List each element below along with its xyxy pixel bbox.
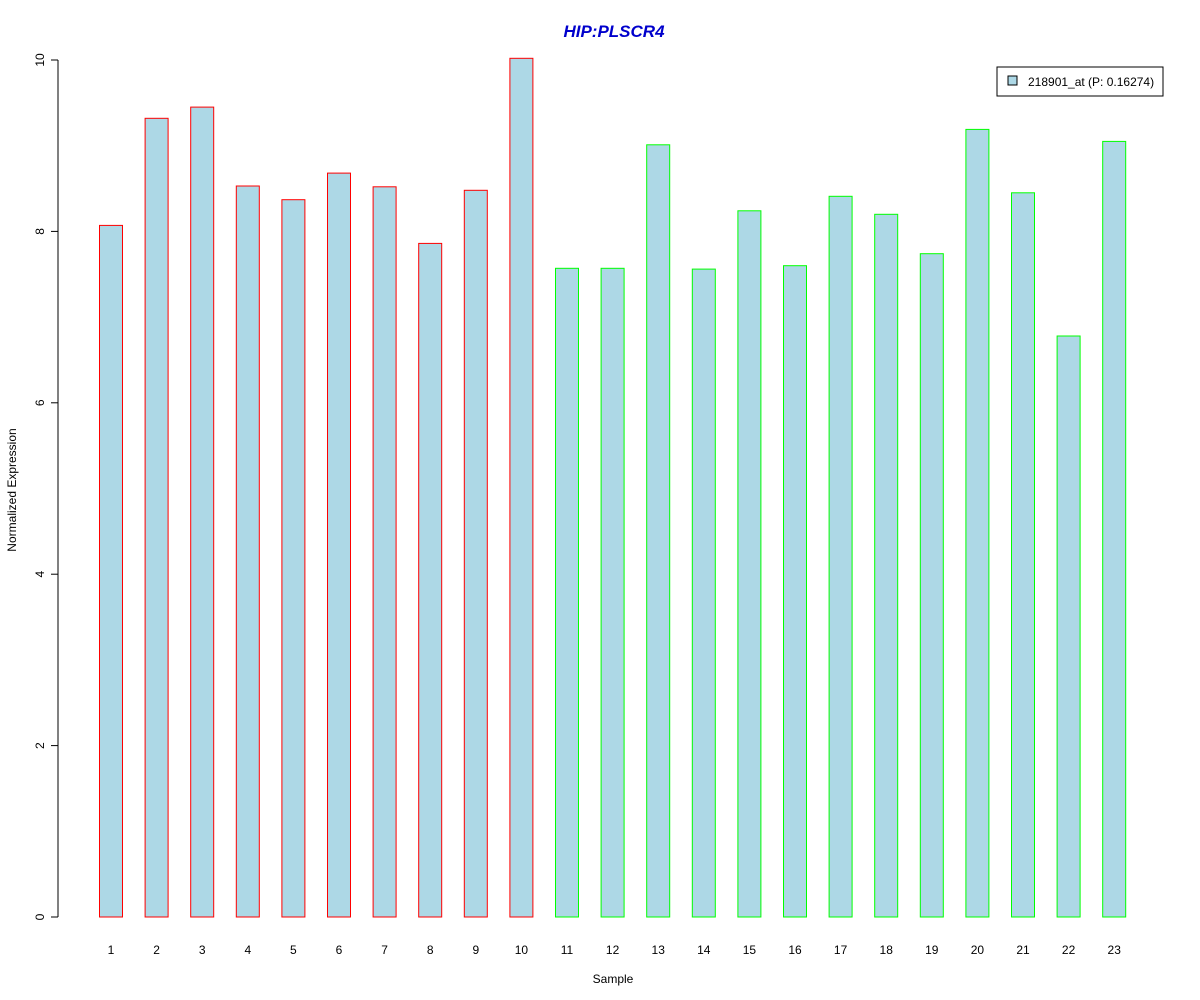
bar-sample-9 bbox=[463, 189, 488, 918]
x-tick-label: 2 bbox=[153, 943, 160, 957]
x-tick-label: 11 bbox=[561, 943, 574, 957]
x-axis-label: Sample bbox=[593, 972, 634, 986]
legend-entry-label: 218901_at (P: 0.16274) bbox=[1028, 75, 1154, 89]
bar-sample-8 bbox=[418, 242, 443, 918]
y-axis: 0 2 4 6 8 10 bbox=[33, 53, 59, 920]
x-tick-label: 4 bbox=[244, 943, 251, 957]
chart-title: HIP:PLSCR4 bbox=[563, 22, 665, 41]
x-axis-tick-labels: 1 2 3 4 5 6 7 8 9 10 11 12 13 14 15 16 17 18 19 20 21 22 23 bbox=[108, 943, 1122, 957]
legend: 218901_at (P: 0.16274) bbox=[996, 66, 1164, 97]
x-tick-label: 12 bbox=[606, 943, 620, 957]
bar-sample-14 bbox=[691, 268, 716, 918]
x-tick-label: 21 bbox=[1016, 943, 1030, 957]
y-tick-label: 0 bbox=[33, 913, 47, 920]
bar-sample-15 bbox=[737, 210, 762, 918]
x-tick-label: 8 bbox=[427, 943, 434, 957]
bar-sample-5 bbox=[281, 199, 306, 918]
x-tick-label: 10 bbox=[515, 943, 529, 957]
x-tick-label: 6 bbox=[336, 943, 343, 957]
bar-sample-20 bbox=[965, 128, 990, 918]
bar-sample-19 bbox=[919, 253, 944, 918]
bars bbox=[99, 57, 1127, 918]
bar-sample-22 bbox=[1056, 335, 1081, 918]
bar-sample-17 bbox=[828, 195, 853, 918]
y-axis-label: Normalized Expression bbox=[5, 428, 19, 551]
x-tick-label: 14 bbox=[697, 943, 711, 957]
x-tick-label: 16 bbox=[788, 943, 802, 957]
bar-sample-13 bbox=[646, 144, 671, 918]
y-tick-label: 2 bbox=[33, 742, 47, 749]
bar-sample-23 bbox=[1102, 140, 1127, 918]
y-tick-label: 10 bbox=[33, 53, 47, 67]
bar-sample-21 bbox=[1011, 192, 1035, 918]
bar-sample-10 bbox=[509, 57, 534, 918]
x-tick-label: 3 bbox=[199, 943, 206, 957]
x-tick-label: 23 bbox=[1108, 943, 1122, 957]
bar-sample-3 bbox=[190, 106, 215, 918]
bar-sample-1 bbox=[99, 224, 123, 918]
x-tick-label: 22 bbox=[1062, 943, 1076, 957]
x-tick-label: 9 bbox=[472, 943, 479, 957]
y-tick-label: 4 bbox=[33, 571, 47, 578]
y-tick-label: 6 bbox=[33, 399, 47, 406]
x-tick-label: 5 bbox=[290, 943, 297, 957]
bar-sample-4 bbox=[235, 185, 260, 918]
x-tick-label: 20 bbox=[971, 943, 985, 957]
bar-sample-2 bbox=[144, 117, 169, 918]
legend-box bbox=[996, 66, 1164, 97]
bar-sample-6 bbox=[327, 172, 351, 918]
x-tick-label: 15 bbox=[743, 943, 757, 957]
legend-swatch bbox=[1007, 75, 1018, 86]
bar-sample-18 bbox=[874, 213, 899, 918]
bar-sample-12 bbox=[600, 267, 625, 918]
bar-sample-11 bbox=[555, 267, 579, 918]
x-tick-label: 7 bbox=[381, 943, 388, 957]
x-tick-label: 17 bbox=[834, 943, 848, 957]
x-tick-label: 1 bbox=[108, 943, 115, 957]
x-tick-label: 18 bbox=[880, 943, 894, 957]
bar-sample-7 bbox=[372, 186, 397, 918]
x-tick-label: 19 bbox=[925, 943, 939, 957]
bar-sample-16 bbox=[783, 265, 807, 918]
x-tick-label: 13 bbox=[652, 943, 666, 957]
y-tick-label: 8 bbox=[33, 228, 47, 235]
